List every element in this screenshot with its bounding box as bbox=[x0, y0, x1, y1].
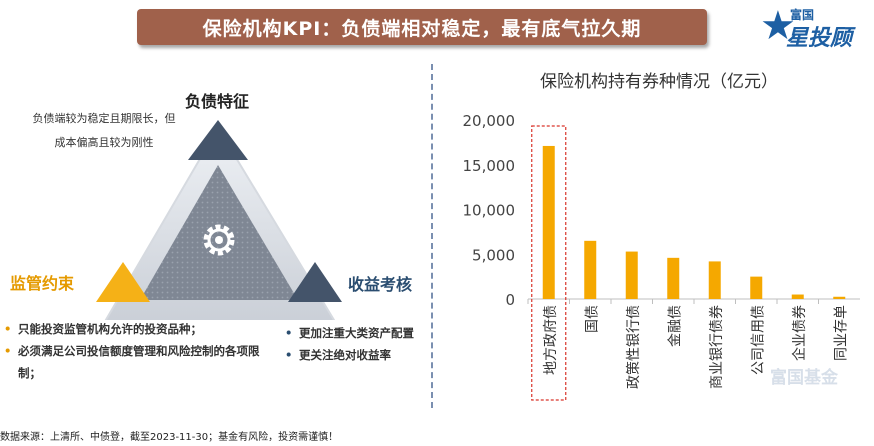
y-tick-label: 5,000 bbox=[472, 246, 515, 264]
right-corner-triangle bbox=[288, 262, 342, 302]
star-icon: ★ bbox=[760, 3, 796, 49]
logo-main-text: 星投顾 bbox=[786, 26, 853, 51]
x-tick-label: 政策性银行债 bbox=[625, 305, 642, 389]
x-tick-label: 企业债券 bbox=[791, 305, 808, 361]
list-item: 更加注重大类资产配置 bbox=[285, 322, 445, 344]
gear-icon bbox=[203, 224, 235, 256]
bar bbox=[584, 240, 597, 299]
left-label: 监管约束 bbox=[10, 274, 75, 293]
bar bbox=[833, 296, 846, 299]
x-tick-label: 公司信用债 bbox=[750, 305, 766, 375]
bar bbox=[708, 261, 721, 299]
brand-logo: ★ 富国 星投顾 bbox=[760, 3, 870, 51]
bar bbox=[625, 251, 638, 299]
bar bbox=[542, 145, 555, 299]
x-tick-label: 商业银行债券 bbox=[709, 305, 725, 389]
bar bbox=[750, 276, 763, 299]
top-label: 负债特征 bbox=[185, 92, 250, 111]
bar bbox=[667, 257, 680, 299]
x-tick-label: 同业存单 bbox=[833, 305, 849, 361]
left-corner-triangle bbox=[96, 262, 150, 302]
highlight-box bbox=[531, 125, 567, 401]
list-item: 只能投资监管机构允许的投资品种； bbox=[4, 318, 266, 340]
y-tick-label: 10,000 bbox=[463, 202, 516, 220]
x-tick-label: 金融债 bbox=[667, 305, 683, 347]
logo-top-text: 富国 bbox=[790, 8, 815, 22]
page-title: 保险机构KPI：负债端相对稳定，最有底气拉久期 bbox=[202, 17, 642, 40]
section-divider bbox=[431, 64, 433, 408]
left-bullet-list: 只能投资监管机构允许的投资品种； 必须满足公司投信额度管理和风险控制的各项限制； bbox=[4, 318, 266, 384]
right-bullet-list: 更加注重大类资产配置 更关注绝对收益率 bbox=[285, 322, 445, 366]
list-item: 更关注绝对收益率 bbox=[285, 344, 445, 366]
footer-source: 数据来源：上清所、中债登，截至2023-11-30；基金有风险，投资需谨慎！ bbox=[0, 432, 339, 443]
bar bbox=[791, 294, 804, 299]
list-item: 必须满足公司投信额度管理和风险控制的各项限制； bbox=[4, 340, 266, 384]
page-title-banner: 保险机构KPI：负债端相对稳定，最有底气拉久期 bbox=[137, 9, 707, 45]
right-label: 收益考核 bbox=[348, 275, 413, 294]
y-tick-label: 20,000 bbox=[463, 112, 516, 130]
x-tick-label: 国债 bbox=[584, 305, 600, 333]
bond-holdings-bar-chart: 富国基金 20,000 15,000 10,000 5,000 0 地方政府债 国债 政策性银… bbox=[463, 112, 860, 401]
x-tick-label: 地方政府债 bbox=[543, 305, 559, 375]
kpi-triangle-diagram bbox=[96, 120, 342, 320]
top-corner-triangle bbox=[188, 120, 248, 160]
watermark-text: 富国基金 bbox=[770, 367, 839, 388]
top-description: 负债端较为稳定且期限长，但成本偏高且较为刚性 bbox=[32, 112, 176, 149]
y-tick-label: 15,000 bbox=[463, 157, 516, 175]
chart-title: 保险机构持有券种情况（亿元） bbox=[540, 72, 778, 92]
y-tick-label: 0 bbox=[505, 291, 515, 309]
center-triangle bbox=[140, 165, 298, 300]
